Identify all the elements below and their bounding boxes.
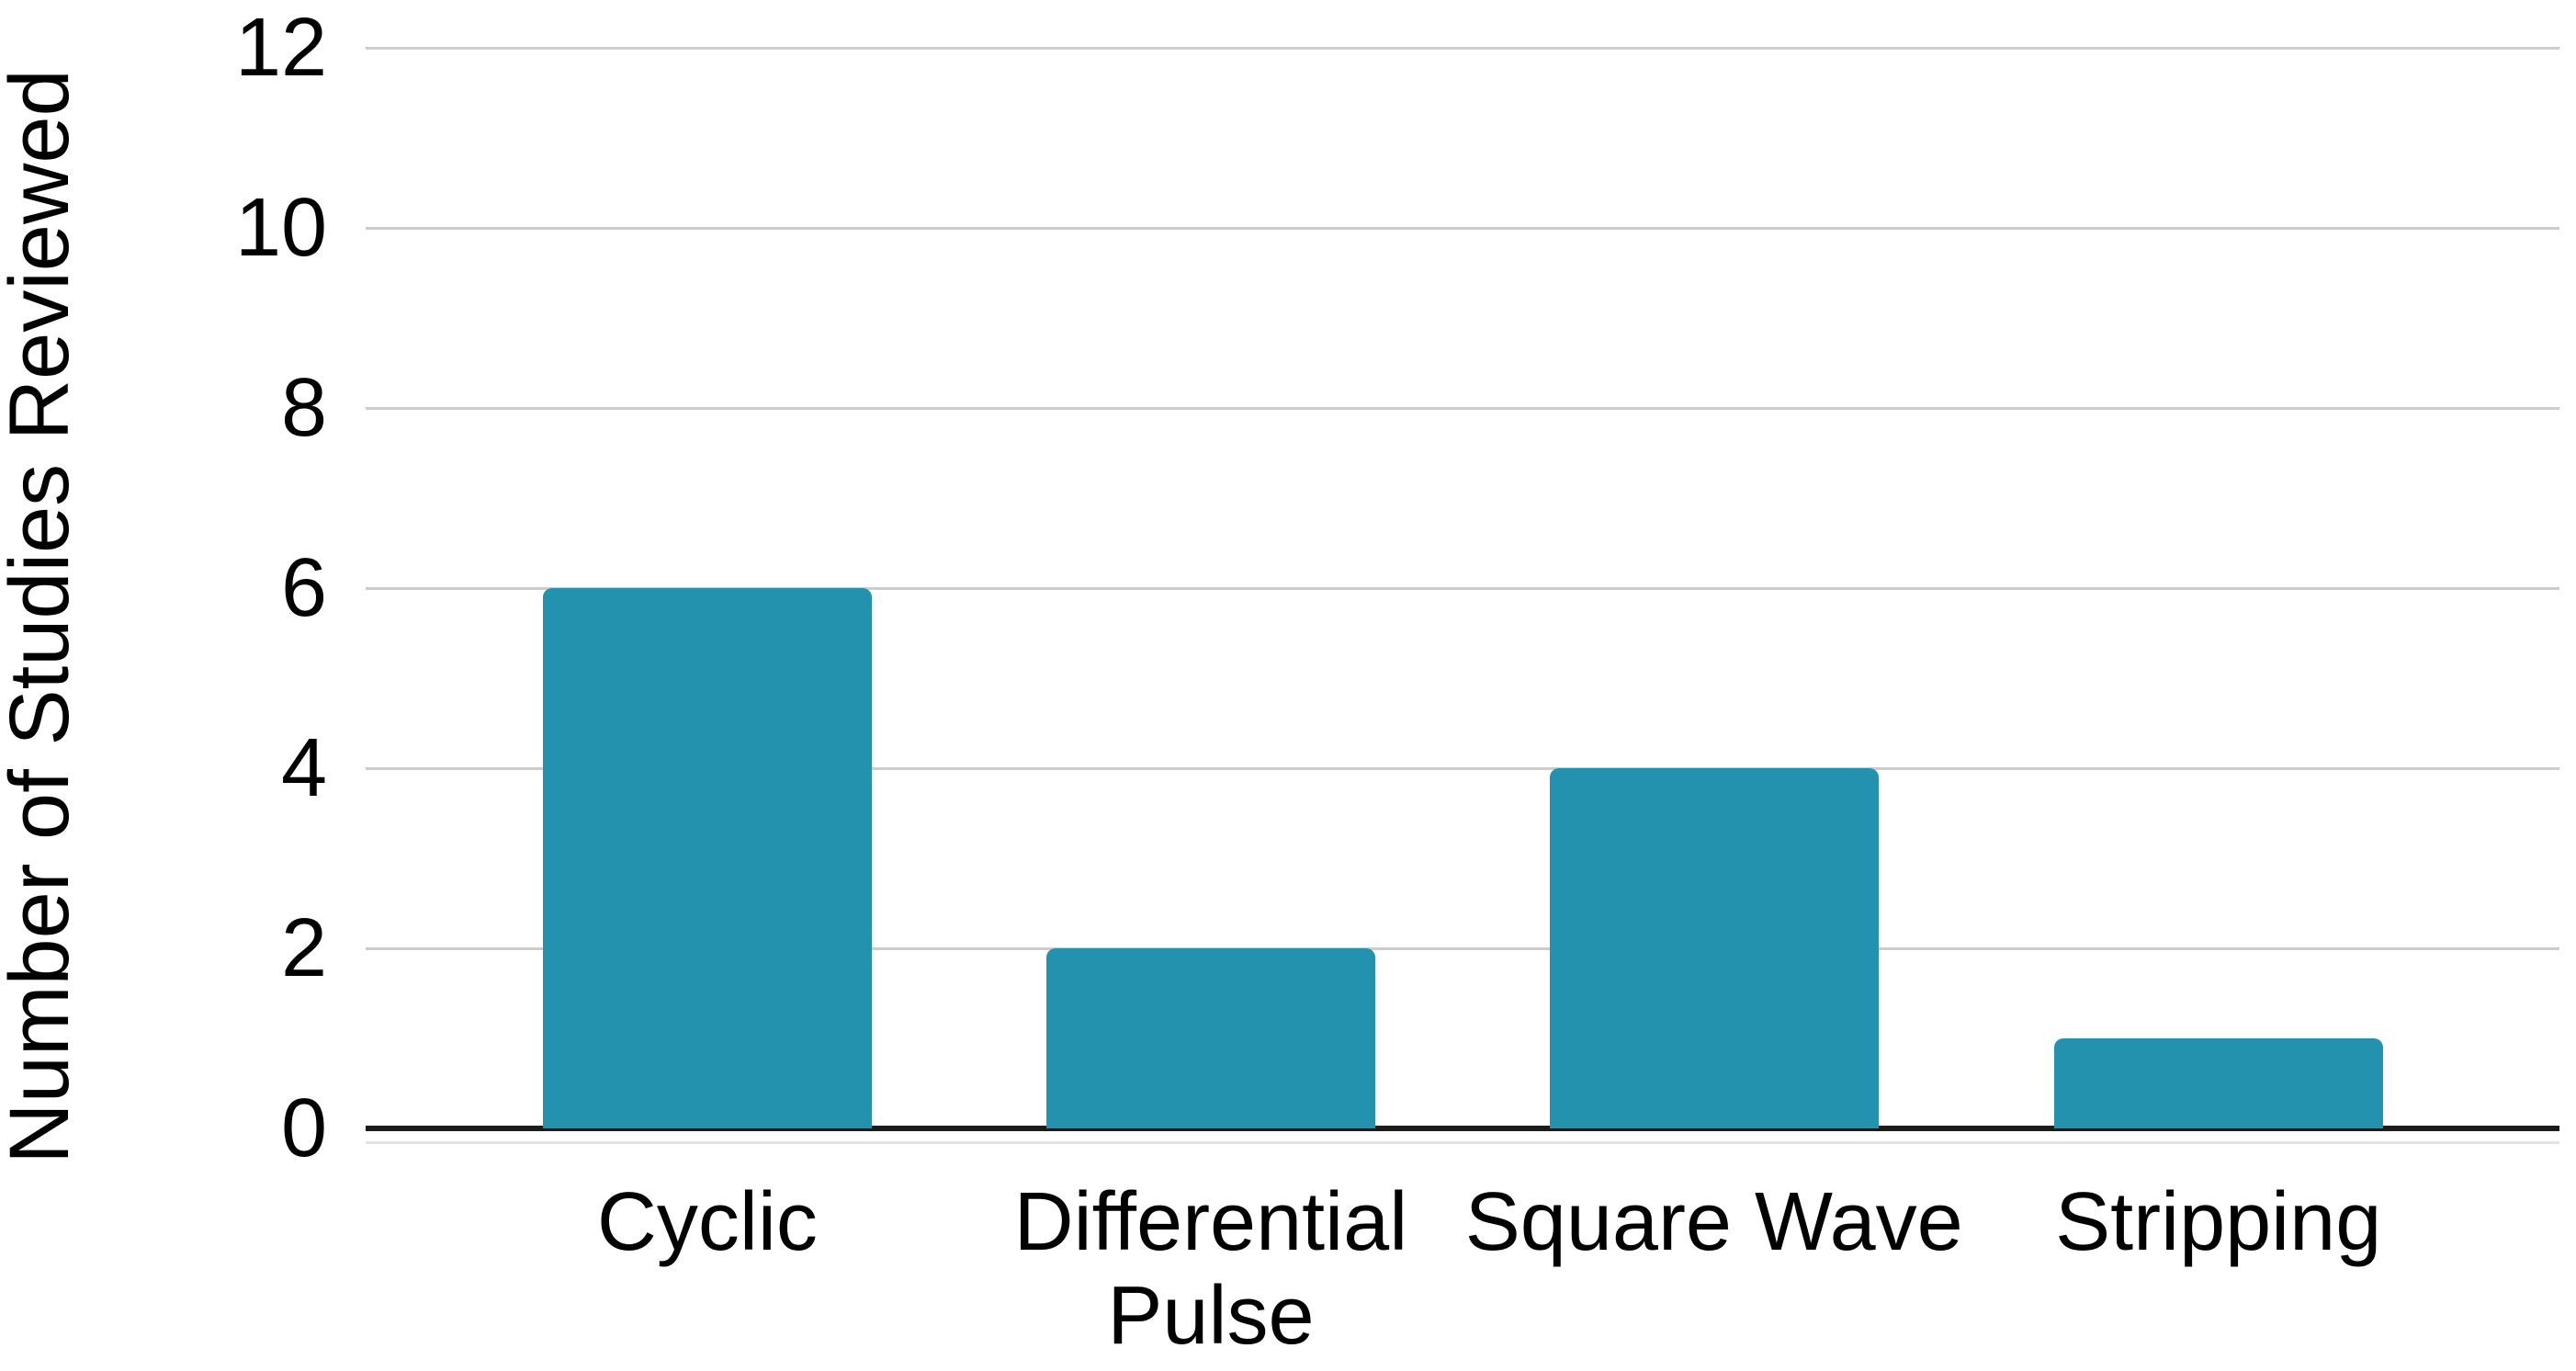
bar-differential-pulse: [1045, 948, 1375, 1129]
x-axis-shadow-line: [365, 1141, 2559, 1145]
plot-area: [365, 47, 2559, 1145]
y-tick-label-8: 8: [281, 362, 328, 455]
bar-stripping: [2053, 1038, 2383, 1129]
x-category-label-differential-pulse: Differential Pulse: [1013, 1176, 1408, 1362]
x-category-label-cyclic: Cyclic: [596, 1176, 818, 1269]
gridline-6: [365, 587, 2559, 591]
y-tick-label-6: 6: [281, 542, 328, 635]
bar-cyclic: [542, 588, 872, 1129]
gridline-2: [365, 947, 2559, 951]
gridline-8: [365, 407, 2559, 411]
bar-square-wave: [1549, 768, 1879, 1129]
y-tick-label-2: 2: [281, 902, 328, 995]
y-tick-label-10: 10: [234, 182, 328, 275]
x-category-label-square-wave: Square Wave: [1464, 1176, 1963, 1269]
x-category-label-stripping: Stripping: [2055, 1176, 2382, 1269]
gridline-4: [365, 767, 2559, 771]
gridline-10: [365, 227, 2559, 231]
gridline-12: [365, 47, 2559, 51]
y-tick-label-12: 12: [234, 2, 328, 95]
y-tick-label-0: 0: [281, 1082, 328, 1175]
y-tick-label-4: 4: [281, 722, 328, 815]
x-axis-line: [365, 1126, 2559, 1132]
